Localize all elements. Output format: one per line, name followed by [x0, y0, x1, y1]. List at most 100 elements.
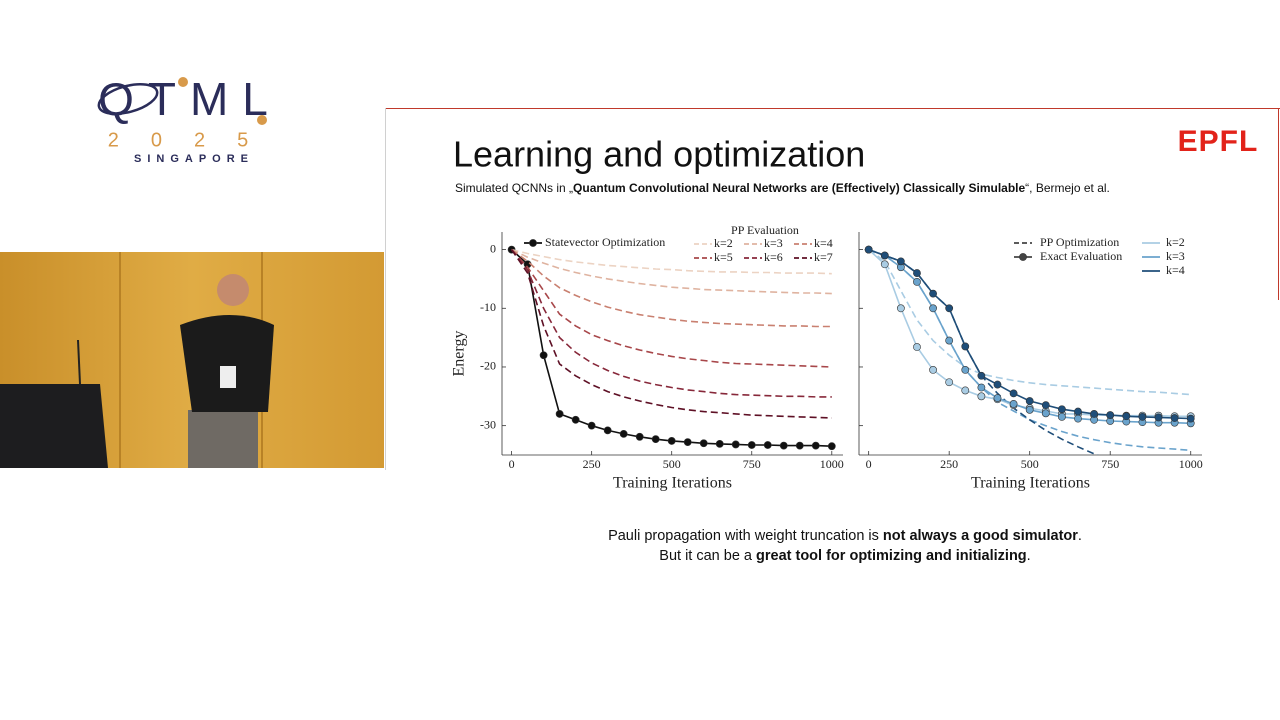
data-point: [699, 439, 708, 448]
data-point: [864, 245, 873, 254]
series-group: [507, 245, 836, 451]
legend-label: k=2: [714, 236, 733, 250]
data-point: [795, 441, 804, 450]
series-group: [511, 248, 832, 295]
data-point: [977, 392, 986, 401]
series-line: [511, 248, 832, 295]
data-point: [1074, 407, 1082, 416]
series-line: [868, 248, 1099, 455]
x-tick-label: 500: [663, 457, 681, 471]
data-point: [811, 441, 820, 450]
data-point: [619, 429, 628, 438]
x-tick-label: 500: [1021, 457, 1039, 471]
slide-caption-segment: .: [1027, 548, 1031, 564]
speaker-torso: [180, 315, 274, 412]
legend-label: Exact Evaluation: [1040, 249, 1122, 263]
slide-background: [385, 108, 1280, 720]
data-point: [667, 437, 676, 445]
conference-logo: QTML 2025 SINGAPORE: [97, 73, 281, 165]
data-point: [945, 304, 954, 313]
series-group: [868, 248, 1191, 396]
legend-marker: [529, 239, 537, 247]
slide-subtitle-segment: “, Bermejo et al.: [1025, 181, 1110, 195]
data-point: [539, 351, 548, 360]
legend-marker: [1019, 253, 1027, 261]
data-point: [763, 441, 772, 449]
data-point: [880, 260, 889, 269]
data-point: [961, 342, 970, 351]
series-line: [511, 248, 832, 328]
data-point: [945, 378, 954, 387]
y-tick-label: -30: [480, 417, 496, 431]
data-point: [929, 304, 937, 313]
data-point: [1170, 414, 1179, 422]
logo-orbit: [97, 82, 159, 116]
data-point: [779, 441, 788, 450]
x-axis-label: Training Iterations: [971, 475, 1090, 492]
slide-subtitle-segment: Quantum Convolutional Neural Networks ar…: [573, 181, 1025, 195]
x-axis-label: Training Iterations: [613, 475, 732, 492]
microphone: [77, 339, 81, 385]
logo-dot: [257, 115, 267, 125]
data-point: [635, 432, 644, 441]
data-point: [827, 442, 836, 451]
data-point: [961, 366, 970, 374]
series-group: [510, 249, 832, 398]
legend-label: k=7: [814, 250, 833, 264]
data-point: [896, 304, 905, 313]
series-line: [511, 248, 832, 275]
series-group: [511, 248, 832, 328]
data-point: [945, 336, 954, 345]
data-point: [1041, 409, 1050, 418]
legend-label: k=2: [1166, 235, 1185, 249]
series-group: [864, 245, 1195, 423]
data-point: [913, 277, 921, 286]
slide: Learning and optimization EPFL: [385, 108, 1280, 720]
data-point: [555, 410, 564, 418]
data-point: [1122, 412, 1131, 421]
slide-caption-segment: .: [1078, 528, 1082, 544]
series-group: [510, 249, 832, 419]
data-point: [977, 371, 986, 380]
slide-title: Learning and optimization: [453, 134, 865, 175]
legend-label: k=4: [814, 236, 833, 250]
data-point: [880, 251, 889, 260]
series-group: [511, 248, 832, 275]
slide-caption-segment: But it can be a: [659, 548, 756, 564]
legend-label: Statevector Optimization: [545, 235, 665, 249]
logo-year: 2025: [108, 129, 281, 151]
slide-subtitle: Simulated QCNNs in „Quantum Convolutiona…: [455, 181, 1110, 195]
brand-logo: EPFL: [1178, 125, 1259, 158]
legend-label: k=4: [1166, 263, 1185, 277]
data-point: [1041, 401, 1050, 410]
data-point: [1058, 405, 1066, 414]
speaker-video: [0, 252, 384, 468]
speaker-badge: [220, 366, 236, 388]
data-point: [913, 343, 921, 351]
series-line: [511, 249, 832, 368]
data-point: [1138, 412, 1147, 421]
data-point: [993, 380, 1002, 389]
x-tick-label: 250: [940, 457, 958, 471]
data-point: [1009, 400, 1018, 408]
x-tick-label: 1000: [1179, 457, 1203, 471]
data-point: [896, 257, 905, 266]
slide-caption: But it can be a great tool for optimizin…: [659, 548, 1030, 564]
data-point: [715, 439, 724, 448]
data-point: [1009, 389, 1018, 398]
x-tick-label: 250: [583, 457, 601, 471]
data-point: [929, 366, 937, 374]
legend-label: k=3: [764, 236, 783, 250]
slide-caption-segment: great tool for optimizing and initializi…: [756, 548, 1027, 564]
data-point: [651, 435, 660, 444]
slide-subtitle-segment: Simulated QCNNs in „: [455, 181, 573, 195]
data-point: [1058, 412, 1066, 421]
data-point: [1025, 397, 1034, 405]
series-group: [868, 248, 1099, 455]
data-point: [1106, 411, 1115, 419]
data-point: [587, 421, 596, 430]
logo-location: SINGAPORE: [134, 153, 254, 165]
slide-caption-segment: not always a good simulator: [883, 528, 1078, 544]
